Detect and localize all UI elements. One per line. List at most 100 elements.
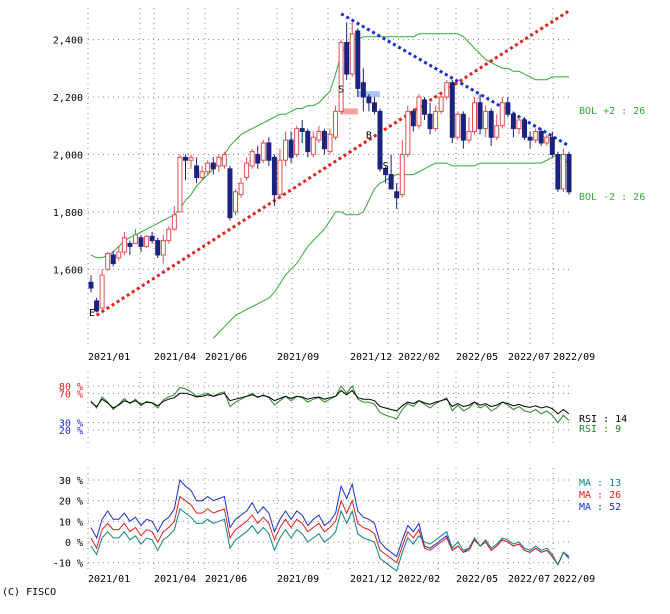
ma-x-tick-label: 2022/02 <box>398 574 440 585</box>
grid <box>87 8 572 570</box>
signal-marker-sell: S <box>338 85 344 96</box>
rsi-y-tick-label: 20 % <box>59 426 83 437</box>
ma-y-tick-label: 20 % <box>59 497 83 508</box>
candle-body <box>416 96 422 127</box>
candle-body <box>99 274 105 309</box>
legend-ma-52: MA : 52 <box>579 502 621 513</box>
candle-body <box>182 156 188 161</box>
price-x-tick-label: 2022/07 <box>508 352 550 363</box>
candle-body <box>121 237 127 253</box>
ma-x-tick-label: 2022/05 <box>456 574 498 585</box>
candle-body <box>116 251 122 259</box>
price-x-tick-label: 2021/12 <box>350 352 392 363</box>
candle-body <box>249 151 255 167</box>
legend-ma-13: MA : 13 <box>579 478 621 489</box>
legend-rsi-9: RSI : 9 <box>579 424 621 435</box>
candle-body <box>544 136 550 144</box>
candle-body <box>433 110 439 130</box>
price-x-tick-label: 2021/01 <box>88 352 130 363</box>
candle-body <box>138 237 144 247</box>
signal-marker-buy: B <box>366 131 372 142</box>
candle-body <box>560 153 566 190</box>
price-x-tick-label: 2022/02 <box>398 352 440 363</box>
candle-body <box>344 41 350 75</box>
candle-body <box>399 153 405 196</box>
candle-body <box>388 174 394 190</box>
candle-body <box>199 171 205 178</box>
rsi-9-line <box>90 385 570 424</box>
candle-body <box>355 30 361 89</box>
price-x-tick-label: 2021/06 <box>205 352 247 363</box>
candle-body <box>205 162 211 173</box>
candle-body <box>88 281 94 289</box>
candle-body <box>227 168 233 219</box>
candle-body <box>549 136 555 155</box>
candle-body <box>538 130 544 144</box>
ma-52-line <box>90 478 570 566</box>
candle-body <box>105 253 111 270</box>
ma-x-tick-label: 2021/12 <box>350 574 392 585</box>
candle-body <box>188 156 194 161</box>
candle-body <box>260 142 266 161</box>
candle-body <box>110 254 116 265</box>
candle-body <box>233 191 239 213</box>
candle-body <box>466 130 472 141</box>
candle-body <box>149 235 155 242</box>
candle-body <box>499 102 505 127</box>
labels: 1,600 1,800 2,000 2,200 2,400 S B S E BOL +2 : 26… <box>53 36 645 585</box>
candle-body <box>271 156 277 196</box>
candle-body <box>299 128 305 132</box>
candle-body <box>533 130 539 141</box>
candle-body <box>455 113 461 138</box>
candle-body <box>505 102 511 115</box>
price-y-tick-label: 2,400 <box>53 36 83 47</box>
ma-13-line <box>90 508 570 572</box>
copyright-text: (C) FISCO <box>2 587 57 598</box>
uptrend-line <box>95 9 570 317</box>
candle-body <box>510 113 516 130</box>
candle-body <box>566 153 572 193</box>
candle-body <box>494 125 500 138</box>
rsi-y-tick-label: 30 % <box>59 419 83 430</box>
candle-body <box>288 139 294 158</box>
candle-body <box>449 82 455 138</box>
candle-body <box>377 110 383 170</box>
candle-body <box>516 119 522 130</box>
candle-body <box>333 110 339 138</box>
rsi-14-line <box>90 389 570 415</box>
candle-body <box>294 128 300 155</box>
candle-body <box>310 136 316 155</box>
legend-bollinger-lower: BOL -2 : 26 <box>579 192 645 203</box>
plot-marks <box>88 9 572 572</box>
candle-body <box>438 96 444 112</box>
candle-body <box>327 133 333 153</box>
candle-body <box>366 96 372 104</box>
candle-body <box>316 130 322 141</box>
ma-x-tick-label: 2022/09 <box>553 574 595 585</box>
rsi-y-tick-label: 70 % <box>59 389 83 400</box>
candle-body <box>177 156 183 213</box>
candle-body <box>277 159 283 196</box>
candle-body <box>194 165 200 178</box>
price-x-tick-label: 2022/05 <box>456 352 498 363</box>
ma-y-tick-label: 10 % <box>59 517 83 528</box>
candle-body <box>555 153 561 190</box>
candle-body <box>410 110 416 127</box>
bollinger-upper-line <box>90 33 569 259</box>
ma-x-tick-label: 2021/04 <box>154 574 196 585</box>
candle-body <box>305 130 311 153</box>
candle-body <box>155 240 161 256</box>
candle-body <box>127 242 133 247</box>
candle-body <box>216 156 222 167</box>
candle-body <box>221 153 227 167</box>
legend-rsi-14: RSI : 14 <box>579 414 627 425</box>
ma-x-tick-label: 2021/01 <box>88 574 130 585</box>
candle-body <box>255 153 261 164</box>
candle-body <box>171 214 177 230</box>
candle-body <box>349 33 355 75</box>
signal-marker-sell: S <box>383 161 389 172</box>
candle-body <box>144 235 150 247</box>
legend-ma-26: MA : 26 <box>579 490 621 501</box>
candle-body <box>283 139 289 161</box>
candle-body <box>238 182 244 196</box>
